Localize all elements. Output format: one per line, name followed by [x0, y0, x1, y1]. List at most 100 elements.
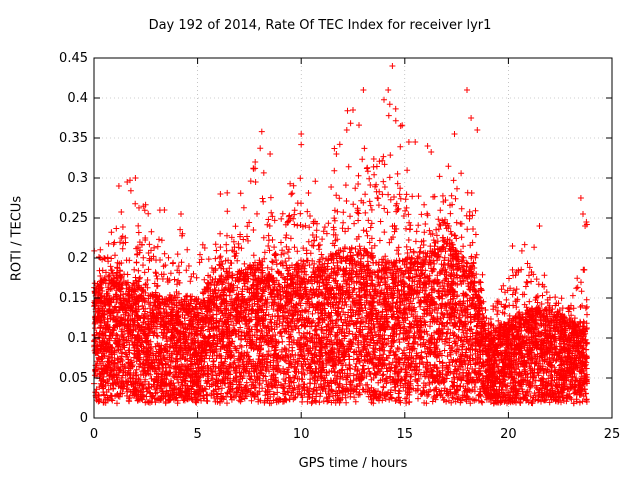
- data-point: [135, 222, 142, 229]
- data-point: [355, 172, 362, 179]
- data-point: [415, 222, 422, 229]
- data-point: [304, 208, 311, 215]
- data-point: [135, 229, 142, 236]
- data-point: [583, 296, 590, 303]
- data-point: [260, 234, 267, 241]
- data-point: [289, 190, 296, 197]
- data-point: [404, 250, 411, 256]
- data-point: [237, 324, 244, 331]
- data-point: [216, 262, 223, 269]
- data-point: [118, 209, 125, 215]
- data-point: [305, 190, 312, 196]
- data-point: [174, 251, 181, 258]
- data-point: [392, 117, 399, 124]
- data-point: [319, 236, 326, 243]
- data-point: [141, 269, 148, 276]
- data-point: [526, 264, 533, 271]
- data-point: [509, 266, 516, 273]
- data-point: [380, 351, 387, 358]
- data-point: [271, 244, 278, 251]
- data-point: [452, 232, 459, 239]
- data-point: [282, 234, 289, 241]
- data-point: [445, 326, 452, 333]
- data-point: [291, 244, 298, 251]
- data-point: [212, 255, 219, 262]
- data-point: [448, 192, 455, 199]
- data-point: [472, 231, 479, 238]
- data-point: [113, 313, 120, 320]
- data-point: [108, 255, 115, 262]
- data-point: [267, 319, 274, 325]
- data-point: [417, 303, 424, 310]
- data-point: [265, 216, 272, 223]
- data-point: [347, 120, 354, 127]
- data-point: [458, 234, 465, 241]
- data-point: [391, 194, 397, 200]
- data-point: [340, 219, 347, 226]
- data-point: [367, 224, 374, 231]
- data-point: [321, 224, 328, 231]
- data-point: [105, 240, 112, 247]
- data-point: [213, 247, 220, 254]
- data-point: [199, 241, 206, 248]
- data-point: [298, 141, 305, 148]
- data-point: [224, 189, 231, 196]
- data-point: [424, 210, 431, 217]
- data-point: [403, 191, 410, 198]
- data-point: [240, 236, 247, 243]
- data-point: [452, 195, 459, 202]
- data-point: [331, 167, 338, 174]
- data-point: [269, 258, 275, 265]
- data-point: [441, 347, 448, 354]
- data-point: [366, 239, 373, 246]
- data-point: [344, 107, 351, 114]
- data-point: [376, 188, 383, 195]
- data-point: [333, 192, 340, 199]
- data-point: [294, 248, 301, 255]
- data-point: [576, 399, 583, 406]
- data-point: [523, 279, 530, 285]
- data-point: [250, 227, 257, 233]
- data-point: [386, 101, 393, 108]
- data-point: [217, 253, 224, 260]
- data-point: [359, 156, 366, 163]
- data-point: [458, 205, 465, 212]
- data-point: [104, 254, 111, 261]
- data-point: [395, 251, 402, 257]
- data-point: [208, 265, 215, 271]
- data-point: [108, 229, 115, 236]
- data-point: [573, 285, 580, 292]
- data-point: [187, 278, 194, 285]
- data-point: [381, 161, 388, 168]
- data-point: [260, 198, 267, 205]
- data-point: [380, 178, 387, 185]
- data-point: [305, 238, 312, 245]
- data-point: [306, 224, 313, 231]
- data-point: [387, 196, 394, 203]
- data-point: [201, 245, 208, 251]
- data-point: [415, 193, 422, 200]
- data-point: [92, 389, 99, 396]
- data-point: [355, 210, 362, 217]
- data-point: [396, 339, 403, 346]
- data-point: [320, 228, 327, 235]
- data-point: [578, 288, 585, 295]
- data-point: [253, 336, 260, 343]
- data-point: [287, 235, 294, 242]
- data-point: [394, 180, 401, 187]
- x-axis-label: GPS time / hours: [298, 456, 408, 471]
- data-point: [223, 247, 230, 254]
- data-point: [156, 236, 162, 243]
- data-point: [574, 275, 581, 282]
- data-point: [345, 225, 352, 232]
- data-point: [145, 210, 152, 217]
- data-point: [437, 207, 444, 214]
- data-point: [297, 175, 304, 182]
- data-point: [309, 310, 316, 317]
- data-point: [193, 274, 200, 281]
- data-point: [421, 201, 428, 208]
- data-point: [376, 237, 383, 244]
- data-point: [97, 246, 104, 253]
- data-point: [331, 145, 338, 152]
